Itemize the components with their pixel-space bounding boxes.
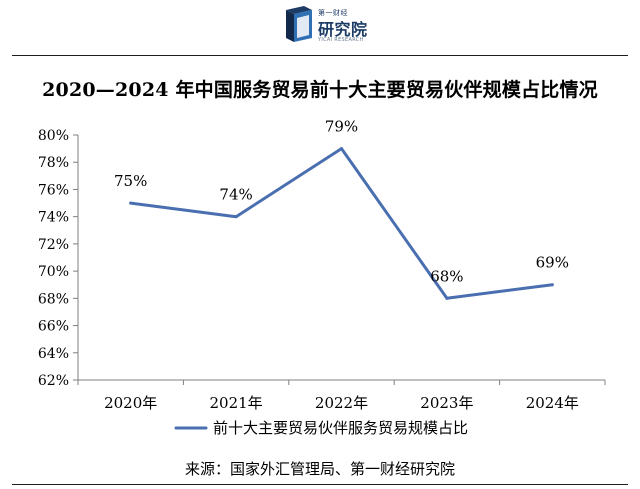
y-axis: 62% 64% 66% 68% 70% 72% 74% 76% 78% 80% (38, 128, 79, 389)
y-tick-label: 72% (38, 237, 69, 253)
y-tick-label: 70% (38, 264, 69, 280)
logo-brand-text: 第一财经 (318, 9, 348, 17)
data-label: 68% (430, 267, 463, 285)
x-tick-label: 2022年 (315, 394, 368, 412)
top-divider (12, 55, 628, 56)
logo-name-text: 研究院 (318, 20, 368, 39)
data-point (234, 215, 238, 219)
yicai-research-logo: 第一财经 研究院 YICAI RESEARCH (282, 4, 392, 50)
source-note: 来源：国家外汇管理局、第一财经研究院 (184, 460, 455, 478)
data-point (340, 147, 343, 151)
y-tick-label: 66% (38, 319, 69, 335)
logo-english-text: YICAI RESEARCH (318, 37, 364, 43)
book-logo-icon (286, 6, 312, 42)
data-point (550, 283, 554, 287)
y-tick-label: 78% (38, 155, 69, 171)
x-tick-label: 2020年 (104, 394, 157, 412)
y-tick-label: 76% (38, 182, 69, 198)
x-tick-label: 2024年 (526, 394, 579, 412)
y-tick-label: 68% (38, 291, 69, 307)
data-label: 75% (114, 172, 147, 190)
data-point (445, 296, 449, 300)
y-tick-label: 80% (38, 128, 69, 144)
x-tick-label: 2023年 (420, 394, 473, 412)
x-tick-label: 2021年 (210, 394, 263, 412)
y-tick-label: 74% (38, 210, 69, 226)
chart-title: 2020—2024 年中国服务贸易前十大主要贸易伙伴规模占比情况 (42, 79, 598, 101)
y-tick-label: 64% (38, 346, 69, 362)
series-layer: 75% 74% 79% 68% 69% (114, 118, 569, 300)
legend: 前十大主要贸易伙伴服务贸易规模占比 (174, 419, 468, 437)
bottom-divider (12, 484, 628, 485)
data-point (129, 201, 133, 205)
data-label: 79% (325, 118, 358, 136)
legend-label: 前十大主要贸易伙伴服务贸易规模占比 (213, 419, 468, 437)
data-label: 69% (536, 254, 569, 272)
y-tick-label: 62% (38, 373, 69, 389)
x-axis: 2020年 2021年 2022年 2023年 2024年 (77, 379, 606, 412)
data-label: 74% (219, 186, 252, 204)
series-line (129, 147, 554, 300)
